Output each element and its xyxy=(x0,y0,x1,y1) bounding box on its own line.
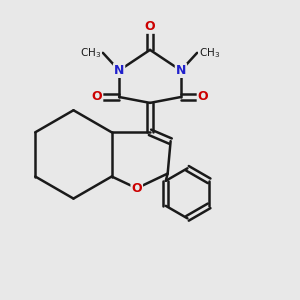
Text: N: N xyxy=(176,64,186,77)
Text: O: O xyxy=(145,20,155,33)
Text: N: N xyxy=(114,64,124,77)
Text: O: O xyxy=(92,91,102,103)
Text: O: O xyxy=(198,91,208,103)
Text: CH$_3$: CH$_3$ xyxy=(80,46,101,60)
Text: O: O xyxy=(131,182,142,195)
Text: CH$_3$: CH$_3$ xyxy=(199,46,220,60)
